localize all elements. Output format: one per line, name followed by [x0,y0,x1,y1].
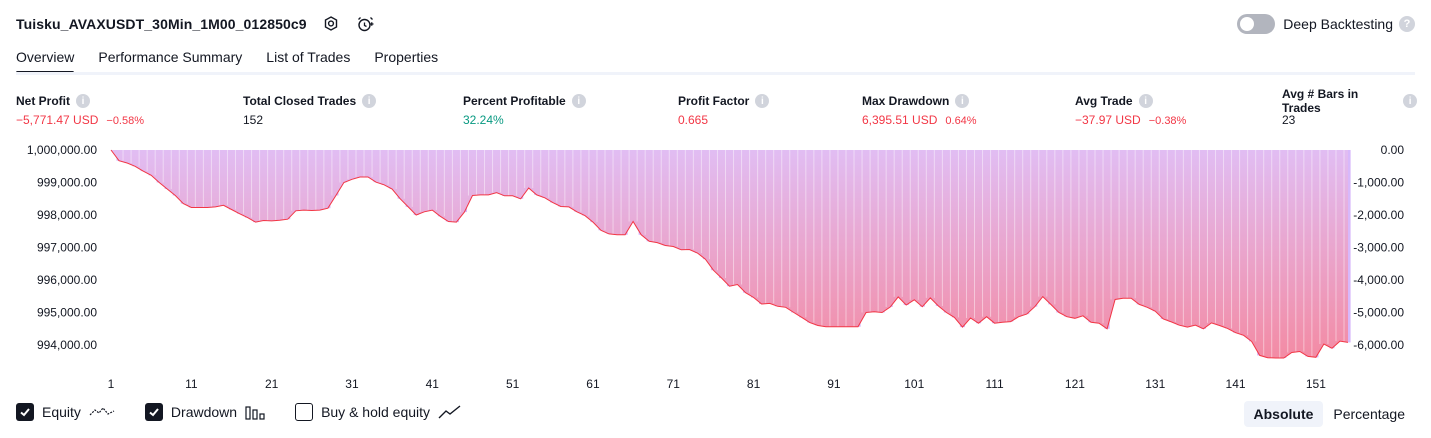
right-axis-tick: 0.00 [1381,143,1405,157]
right-axis-tick: -1,000.00 [1353,176,1404,190]
tab-properties[interactable]: Properties [374,49,439,65]
tab-performance-summary[interactable]: Performance Summary [98,49,243,65]
stat-label: Total Closed Trades [243,94,357,108]
x-axis-tick: 71 [667,377,681,391]
stat-label: Profit Factor [678,94,750,108]
equity-line [110,149,1349,359]
info-icon[interactable]: i [571,94,586,108]
x-axis-tick: 41 [426,377,440,391]
legend-label: Buy & hold equity [321,404,431,420]
stat-percent-profitable: Percent Profitable i 32.24% [463,93,586,127]
percentage-button[interactable]: Percentage [1333,406,1405,422]
right-axis-tick: -3,000.00 [1353,241,1404,255]
stat-net-profit: Net Profit i −5,771.47 USD −0.58% [16,93,144,127]
right-axis-tick: -2,000.00 [1353,208,1404,222]
drawdown-bar [1345,150,1351,343]
toggle-knob [1240,17,1255,31]
x-axis-tick: 1 [108,377,115,391]
equity-area [111,150,1348,358]
equity-drawdown-chart[interactable]: 1,000,000.00 999,000.00 998,000.00 997,000.… [0,140,1431,395]
deep-backtesting-control: Deep Backtesting ? [1237,12,1415,36]
stat-label: Net Profit [16,94,70,108]
x-axis-tick: 91 [827,377,841,391]
stat-value: 152 [243,113,264,127]
tabs-divider [16,72,1415,75]
stat-percent: −0.38% [1148,115,1187,127]
x-axis-tick: 101 [904,377,924,391]
x-axis-tick: 121 [1065,377,1085,391]
equity-line-icon [89,405,115,419]
legend-equity[interactable]: Equity [16,403,115,421]
info-icon[interactable]: i [1138,94,1153,108]
x-axis-tick: 61 [586,377,600,391]
strategy-title: Tuisku_AVAXUSDT_30Min_1M00_012850c9 [16,16,307,32]
x-axis-tick: 141 [1226,377,1246,391]
view-mode-switch: Absolute Percentage [1243,401,1416,427]
stat-percent: 0.64% [945,115,977,127]
stat-value: 6,395.51 USD [862,113,938,127]
tab-list-of-trades[interactable]: List of Trades [266,49,351,65]
left-axis-tick: 999,000.00 [37,176,97,190]
drawdown-bars-icon [245,404,265,420]
stat-total-closed-trades: Total Closed Trades i 152 [243,93,377,127]
strategy-header: Tuisku_AVAXUSDT_30Min_1M00_012850c9 [16,12,375,36]
left-axis-tick: 997,000.00 [37,241,97,255]
absolute-button[interactable]: Absolute [1243,401,1324,427]
chart-legend: Equity Drawdown Buy & hold equity [16,403,492,421]
add-alert-icon[interactable] [355,14,375,34]
left-axis-tick: 998,000.00 [37,208,97,222]
right-axis-tick: -6,000.00 [1353,338,1404,352]
x-axis-tick: 111 [985,377,1004,391]
x-axis-tick: 31 [345,377,359,391]
x-axis-tick: 21 [265,377,279,391]
x-axis-tick: 131 [1145,377,1165,391]
stat-avg-trade: Avg Trade i −37.97 USD −0.38% [1075,93,1186,127]
help-icon[interactable]: ? [1399,16,1415,32]
stat-value: −37.97 USD [1075,113,1141,127]
stat-max-drawdown: Max Drawdown i 6,395.51 USD 0.64% [862,93,977,127]
stat-label: Max Drawdown [862,94,950,108]
legend-label: Drawdown [170,404,238,420]
drawdown-checkbox[interactable] [144,403,163,421]
tab-overview[interactable]: Overview [16,44,75,74]
x-axis-tick: 51 [506,377,520,391]
deep-backtesting-toggle[interactable] [1237,14,1276,34]
right-axis-tick: -4,000.00 [1353,273,1404,287]
info-icon[interactable]: i [1403,94,1417,108]
stat-profit-factor: Profit Factor i 0.665 [678,93,770,127]
stat-value: 0.665 [678,113,709,127]
settings-icon[interactable] [321,14,341,34]
stat-label: Avg Trade [1075,94,1133,108]
stat-percent: −0.58% [106,115,145,127]
right-axis-tick: -5,000.00 [1353,306,1404,320]
buy-hold-checkbox[interactable] [295,403,314,421]
x-axis-tick: 81 [747,377,761,391]
legend-drawdown[interactable]: Drawdown [144,403,265,421]
info-icon[interactable]: i [955,94,970,108]
left-axis-tick: 995,000.00 [37,306,97,320]
stat-label: Avg # Bars in Trades [1282,87,1359,115]
stat-value: 23 [1282,113,1296,127]
summary-stats: Net Profit i −5,771.47 USD −0.58% Total Cl… [16,87,1417,131]
buy-hold-line-icon [438,404,462,420]
tab-bar: Overview Performance Summary List of Tra… [16,44,462,74]
x-axis-tick: 11 [185,377,198,391]
stat-label: Percent Profitable [463,94,566,108]
info-icon[interactable]: i [76,94,90,108]
stat-value: 32.24% [463,113,504,127]
equity-checkbox[interactable] [16,403,34,421]
legend-buy-hold[interactable]: Buy & hold equity [295,403,462,421]
left-axis-tick: 994,000.00 [37,338,97,352]
stat-avg-bars-in-trades: Avg # Bars in Trades i 23 [1282,87,1417,127]
info-icon[interactable]: i [755,94,770,108]
stat-value: −5,771.47 USD [16,113,99,127]
left-axis-tick: 996,000.00 [37,273,97,287]
info-icon[interactable]: i [362,94,377,108]
left-axis-tick: 1,000,000.00 [27,143,97,157]
legend-label: Equity [42,404,81,420]
x-axis-tick: 151 [1306,377,1326,391]
deep-backtesting-label: Deep Backtesting [1283,16,1393,32]
